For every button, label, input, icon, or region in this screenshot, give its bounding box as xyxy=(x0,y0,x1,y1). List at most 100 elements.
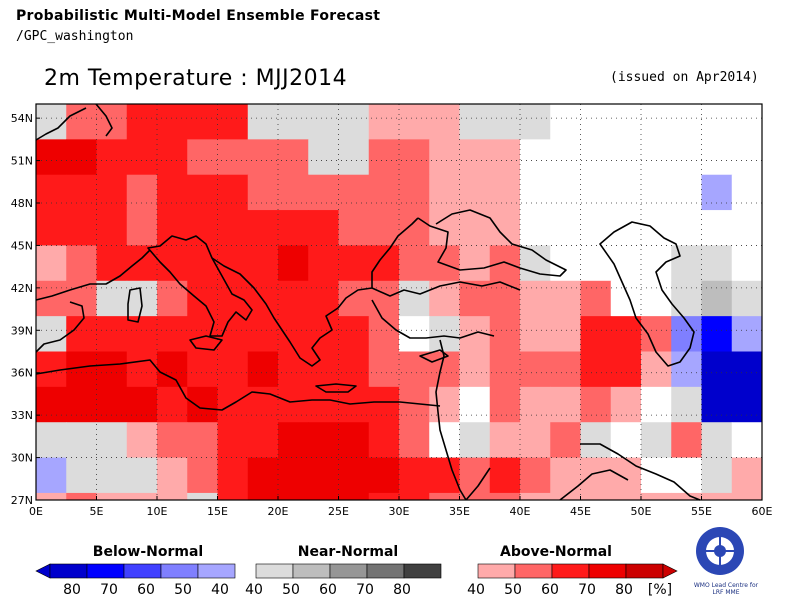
forecast-cell xyxy=(671,422,702,459)
forecast-cell xyxy=(641,210,672,246)
forecast-cell xyxy=(520,457,551,494)
forecast-cell xyxy=(489,457,521,494)
forecast-cell xyxy=(187,457,218,494)
forecast-cell xyxy=(368,174,400,211)
forecast-cell xyxy=(580,386,612,423)
forecast-cell xyxy=(489,280,521,317)
forecast-cell xyxy=(701,457,733,494)
forecast-cell xyxy=(187,174,218,211)
forecast-cell xyxy=(247,104,279,140)
forecast-cell xyxy=(247,245,279,282)
legend-above-value: 70 xyxy=(578,582,596,598)
forecast-cell xyxy=(217,386,249,423)
forecast-cell xyxy=(580,457,612,494)
legend-near-value: 80 xyxy=(393,582,411,598)
forecast-cell xyxy=(610,104,642,140)
forecast-cell xyxy=(66,492,97,501)
forecast-cell xyxy=(368,492,400,501)
forecast-cell xyxy=(459,245,491,282)
forecast-cell xyxy=(429,280,460,317)
forecast-cell xyxy=(66,422,97,459)
forecast-cell xyxy=(399,104,430,140)
forecast-cell xyxy=(338,174,370,211)
lon-tick-label: 35E xyxy=(449,505,470,518)
forecast-cell xyxy=(399,210,430,246)
legend-above-swatch xyxy=(625,563,664,579)
forecast-cell xyxy=(610,245,642,282)
forecast-cell xyxy=(338,351,370,388)
forecast-cell xyxy=(610,174,642,211)
legend-above-swatch xyxy=(514,563,553,579)
legend-unit: [%] xyxy=(648,582,672,598)
forecast-cell xyxy=(610,280,642,317)
legend-above-swatch xyxy=(588,563,627,579)
forecast-cell xyxy=(96,280,128,317)
forecast-cell xyxy=(308,422,339,459)
forecast-cell xyxy=(66,139,97,176)
coastlines xyxy=(35,103,701,501)
forecast-cell xyxy=(459,422,491,459)
forecast-cell xyxy=(187,351,218,388)
forecast-cell xyxy=(96,210,128,246)
forecast-cell xyxy=(520,280,551,317)
forecast-cell xyxy=(429,457,460,494)
forecast-cell xyxy=(701,210,733,246)
forecast-cell xyxy=(247,139,279,176)
forecast-cell xyxy=(641,386,672,423)
forecast-cell xyxy=(126,210,158,246)
forecast-cell xyxy=(278,422,309,459)
forecast-cell xyxy=(308,457,339,494)
forecast-cell xyxy=(187,210,218,246)
forecast-cell xyxy=(580,245,612,282)
forecast-cell xyxy=(489,174,521,211)
forecast-cell xyxy=(610,386,642,423)
forecast-cell xyxy=(338,492,370,501)
forecast-cell xyxy=(399,457,430,494)
forecast-cell xyxy=(96,245,128,282)
forecast-cell xyxy=(399,139,430,176)
lon-tick-label: 40E xyxy=(510,505,531,518)
forecast-cell xyxy=(66,174,97,211)
forecast-cell xyxy=(520,245,551,282)
legend-near-swatch xyxy=(292,563,331,579)
legend-near-swatch xyxy=(255,563,294,579)
forecast-cell xyxy=(157,351,188,388)
forecast-cell xyxy=(96,422,128,459)
forecast-cell xyxy=(459,351,491,388)
forecast-cell xyxy=(550,139,581,176)
forecast-cell xyxy=(550,351,581,388)
forecast-cell xyxy=(338,104,370,140)
legend-near-label: Near-Normal xyxy=(298,544,398,560)
forecast-cell xyxy=(520,104,551,140)
forecast-cell xyxy=(731,386,763,423)
forecast-cell xyxy=(489,139,521,176)
legend-below-value: 60 xyxy=(137,582,155,598)
forecast-cell xyxy=(550,280,581,317)
forecast-cell xyxy=(338,422,370,459)
forecast-cell xyxy=(308,139,339,176)
forecast-cell xyxy=(520,351,551,388)
forecast-cell xyxy=(399,492,430,501)
forecast-cell xyxy=(580,422,612,459)
forecast-cell xyxy=(489,316,521,352)
forecast-cell xyxy=(489,422,521,459)
forecast-cell xyxy=(610,316,642,352)
forecast-cell xyxy=(278,351,309,388)
forecast-cell xyxy=(399,422,430,459)
forecast-cell xyxy=(368,245,400,282)
forecast-cell xyxy=(247,422,279,459)
forecast-cell xyxy=(671,351,702,388)
lat-tick-label: 54N xyxy=(11,112,33,125)
forecast-cell xyxy=(157,174,188,211)
forecast-cell xyxy=(126,422,158,459)
forecast-cell xyxy=(580,104,612,140)
forecast-cell xyxy=(520,386,551,423)
forecast-cell xyxy=(671,210,702,246)
forecast-cell xyxy=(368,316,400,352)
forecast-cell xyxy=(731,174,763,211)
forecast-cell xyxy=(157,457,188,494)
legend-below-value: 70 xyxy=(100,582,118,598)
lat-tick-label: 27N xyxy=(11,494,33,507)
lat-tick-label: 48N xyxy=(11,197,33,210)
forecast-cell xyxy=(550,386,581,423)
